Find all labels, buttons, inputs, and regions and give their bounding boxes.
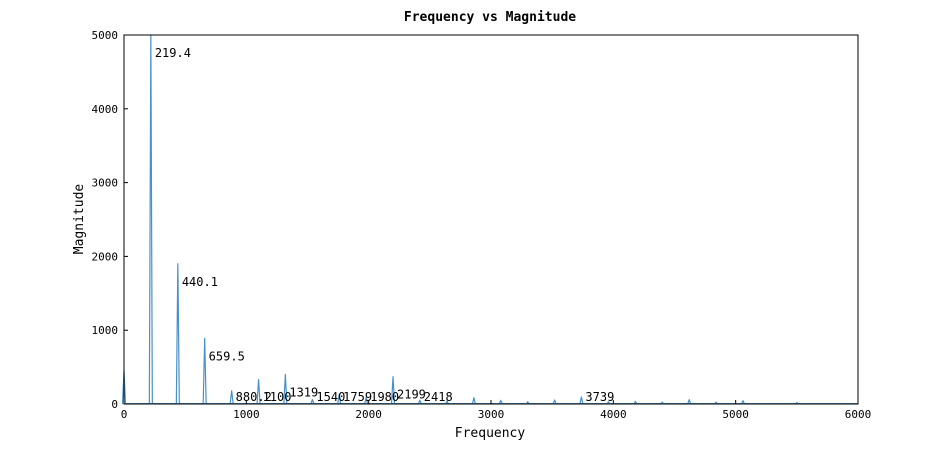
spectrum-peak <box>740 400 746 405</box>
x-tick-label: 2000 <box>355 408 382 421</box>
spectrum-peak <box>148 34 153 405</box>
spectrum-peak <box>552 399 557 405</box>
spectrum-peak <box>687 398 692 405</box>
y-tick-label: 2000 <box>92 250 119 263</box>
peak-label: 1100 <box>263 390 292 404</box>
x-axis-ticks: 0 1000 2000 3000 4000 5000 6000 <box>121 400 872 421</box>
peak-label: 440.1 <box>182 275 218 289</box>
peak-label: 1980 <box>370 390 399 404</box>
x-tick-label: 5000 <box>722 408 749 421</box>
spectrum-peak <box>229 390 234 405</box>
spectrum-peak <box>390 376 396 405</box>
y-tick-label: 4000 <box>92 103 119 116</box>
x-tick-label: 1000 <box>233 408 260 421</box>
y-axis-label: Magnitude <box>72 184 87 255</box>
spectrum-peak <box>202 337 207 405</box>
spectrum-peak <box>364 396 369 405</box>
x-tick-label: 4000 <box>600 408 627 421</box>
spectrum-peak <box>417 399 422 405</box>
x-axis-label: Frequency <box>455 426 526 441</box>
spectrum-peak <box>175 263 180 405</box>
peak-label: 219.4 <box>155 46 191 60</box>
spectrum-peak <box>471 397 476 405</box>
spectrum-peak <box>283 373 288 405</box>
x-tick-label: 3000 <box>478 408 505 421</box>
y-tick-label: 1000 <box>92 324 119 337</box>
chart-title: Frequency vs Magnitude <box>404 10 576 25</box>
y-tick-label: 0 <box>111 398 118 411</box>
peak-label: 880.2 <box>236 390 272 404</box>
spectrum-peak <box>256 379 261 405</box>
peak-label: 1319 <box>289 385 318 399</box>
y-axis-ticks: 0 1000 2000 3000 4000 5000 <box>92 29 128 411</box>
peak-labels: 219.4 440.1 659.5 880.211001319154017591980… <box>155 46 614 404</box>
spectrum-peak <box>310 398 315 405</box>
spectrum-peak <box>498 399 503 405</box>
spectrum-peak <box>337 393 342 405</box>
peak-label: 1759 <box>343 390 372 404</box>
peak-label: 659.5 <box>209 349 245 363</box>
x-tick-label: 6000 <box>845 408 872 421</box>
spectrum-peak <box>579 396 584 405</box>
peak-label: 3739 <box>585 390 614 404</box>
peak-label: 1540 <box>316 390 345 404</box>
peak-label: 2199 <box>397 388 426 402</box>
x-tick-label: 0 <box>121 408 128 421</box>
peak-label: 2418 <box>424 390 453 404</box>
y-tick-label: 3000 <box>92 177 119 190</box>
y-tick-label: 5000 <box>92 29 119 42</box>
